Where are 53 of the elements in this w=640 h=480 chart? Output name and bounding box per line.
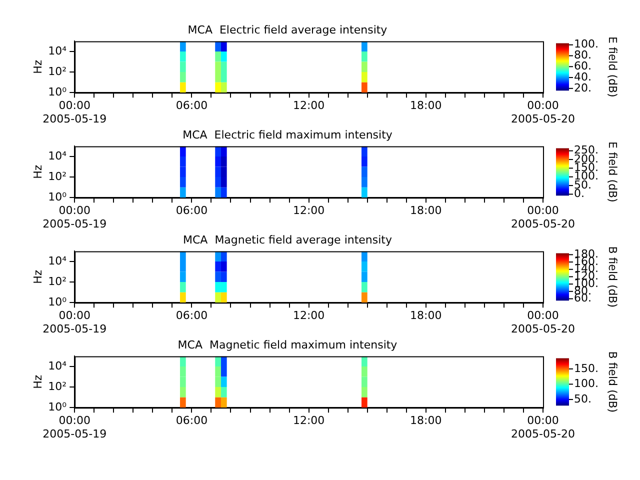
chart-title: MCA Magnetic field average intensity	[182, 233, 392, 246]
x-tick-label: 06:00	[176, 99, 208, 112]
y-tick-label: 10²	[48, 380, 67, 393]
x-tick-label: 00:00 2005-05-20	[511, 309, 575, 336]
x-tick-label: 18:00	[410, 414, 442, 428]
y-tick-label: 10⁴	[48, 44, 68, 58]
chart-title: MCA Magnetic field maximum intensity	[178, 338, 398, 352]
color-bar-label: 80.	[574, 48, 592, 62]
color-bar-title: B field (dB)	[606, 351, 620, 413]
x-tick-label: 06:00	[176, 309, 208, 322]
y-tick-label: 10⁰	[48, 85, 68, 98]
y-tick-label: 10⁴	[48, 149, 68, 162]
x-tick-label: 12:00	[292, 99, 325, 112]
color-bar-label: 60.	[574, 59, 592, 72]
x-tick-label: 18:00	[410, 204, 442, 218]
x-tick-label: 18:00	[410, 309, 442, 322]
x-tick-label: 00:00 2005-05-19	[42, 99, 107, 126]
x-tick-label: 00:00 2005-05-19	[42, 309, 107, 336]
x-tick-label: 06:00	[176, 204, 208, 218]
color-bar-label: 50.	[574, 392, 592, 406]
color-bar-label: 100.	[574, 38, 598, 51]
color-bar-label: 20.	[574, 81, 592, 94]
y-tick-label: 10⁴	[48, 359, 68, 372]
y-axis-title: Hz	[31, 60, 44, 74]
x-tick-label: 00:00 2005-05-20	[511, 204, 575, 230]
x-tick-label: 06:00	[176, 414, 208, 428]
y-axis-title: Hz	[31, 164, 44, 179]
y-axis-title: Hz	[31, 374, 44, 389]
y-axis-title: Hz	[31, 270, 44, 284]
y-tick-label: 10⁰	[48, 400, 68, 414]
x-tick-label: 18:00	[410, 99, 442, 112]
color-bar-label: 0.	[574, 187, 584, 200]
x-tick-label: 12:00	[292, 414, 325, 428]
y-tick-label: 10⁰	[48, 295, 68, 308]
y-tick-label: 10²	[48, 274, 67, 288]
x-tick-label: 00:00 2005-05-19	[42, 414, 107, 440]
color-bar-label: 150.	[574, 362, 598, 375]
x-tick-label: 00:00 2005-05-20	[511, 99, 575, 126]
y-tick-label: 10²	[48, 170, 67, 183]
chart-title: MCA Electric field average intensity	[188, 23, 388, 36]
x-tick-label: 12:00	[292, 309, 325, 322]
color-bar-title: B field (dB)	[606, 246, 620, 308]
x-tick-label: 12:00	[292, 204, 325, 218]
color-bar-label: 100.	[574, 377, 598, 390]
y-tick-label: 10²	[48, 64, 67, 78]
chart-title: MCA Electric field maximum intensity	[182, 128, 393, 142]
y-tick-label: 10⁰	[48, 190, 68, 204]
color-bar-label: 40.	[574, 70, 592, 84]
x-tick-label: 00:00 2005-05-20	[511, 414, 575, 440]
y-tick-label: 10⁴	[48, 254, 68, 268]
color-bar-title: E field (dB)	[606, 142, 620, 202]
x-tick-label: 00:00 2005-05-19	[42, 204, 107, 230]
color-bar-title: E field (dB)	[606, 36, 620, 98]
